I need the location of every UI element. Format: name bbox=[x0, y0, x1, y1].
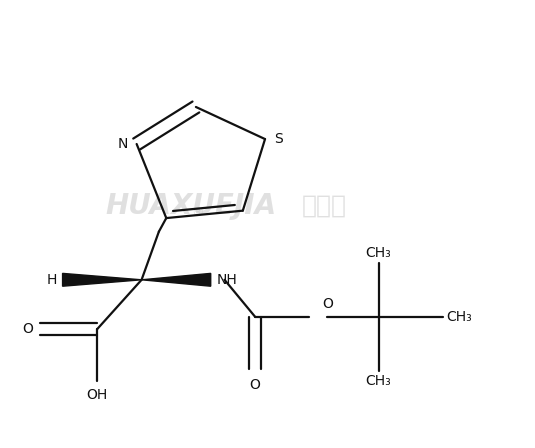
Polygon shape bbox=[63, 273, 142, 286]
Text: O: O bbox=[22, 322, 33, 336]
Text: HUAXUEJIA: HUAXUEJIA bbox=[105, 192, 277, 220]
Text: O: O bbox=[322, 297, 333, 311]
Polygon shape bbox=[142, 273, 211, 286]
Text: H: H bbox=[46, 273, 57, 287]
Text: N: N bbox=[117, 137, 128, 151]
Text: O: O bbox=[250, 378, 261, 392]
Text: CH₃: CH₃ bbox=[447, 310, 472, 324]
Text: OH: OH bbox=[87, 388, 108, 402]
Text: CH₃: CH₃ bbox=[366, 246, 392, 260]
Text: 化学加: 化学加 bbox=[302, 194, 347, 218]
Text: CH₃: CH₃ bbox=[366, 374, 392, 388]
Text: NH: NH bbox=[217, 273, 238, 287]
Text: S: S bbox=[274, 132, 282, 146]
Text: ®: ® bbox=[191, 206, 203, 219]
